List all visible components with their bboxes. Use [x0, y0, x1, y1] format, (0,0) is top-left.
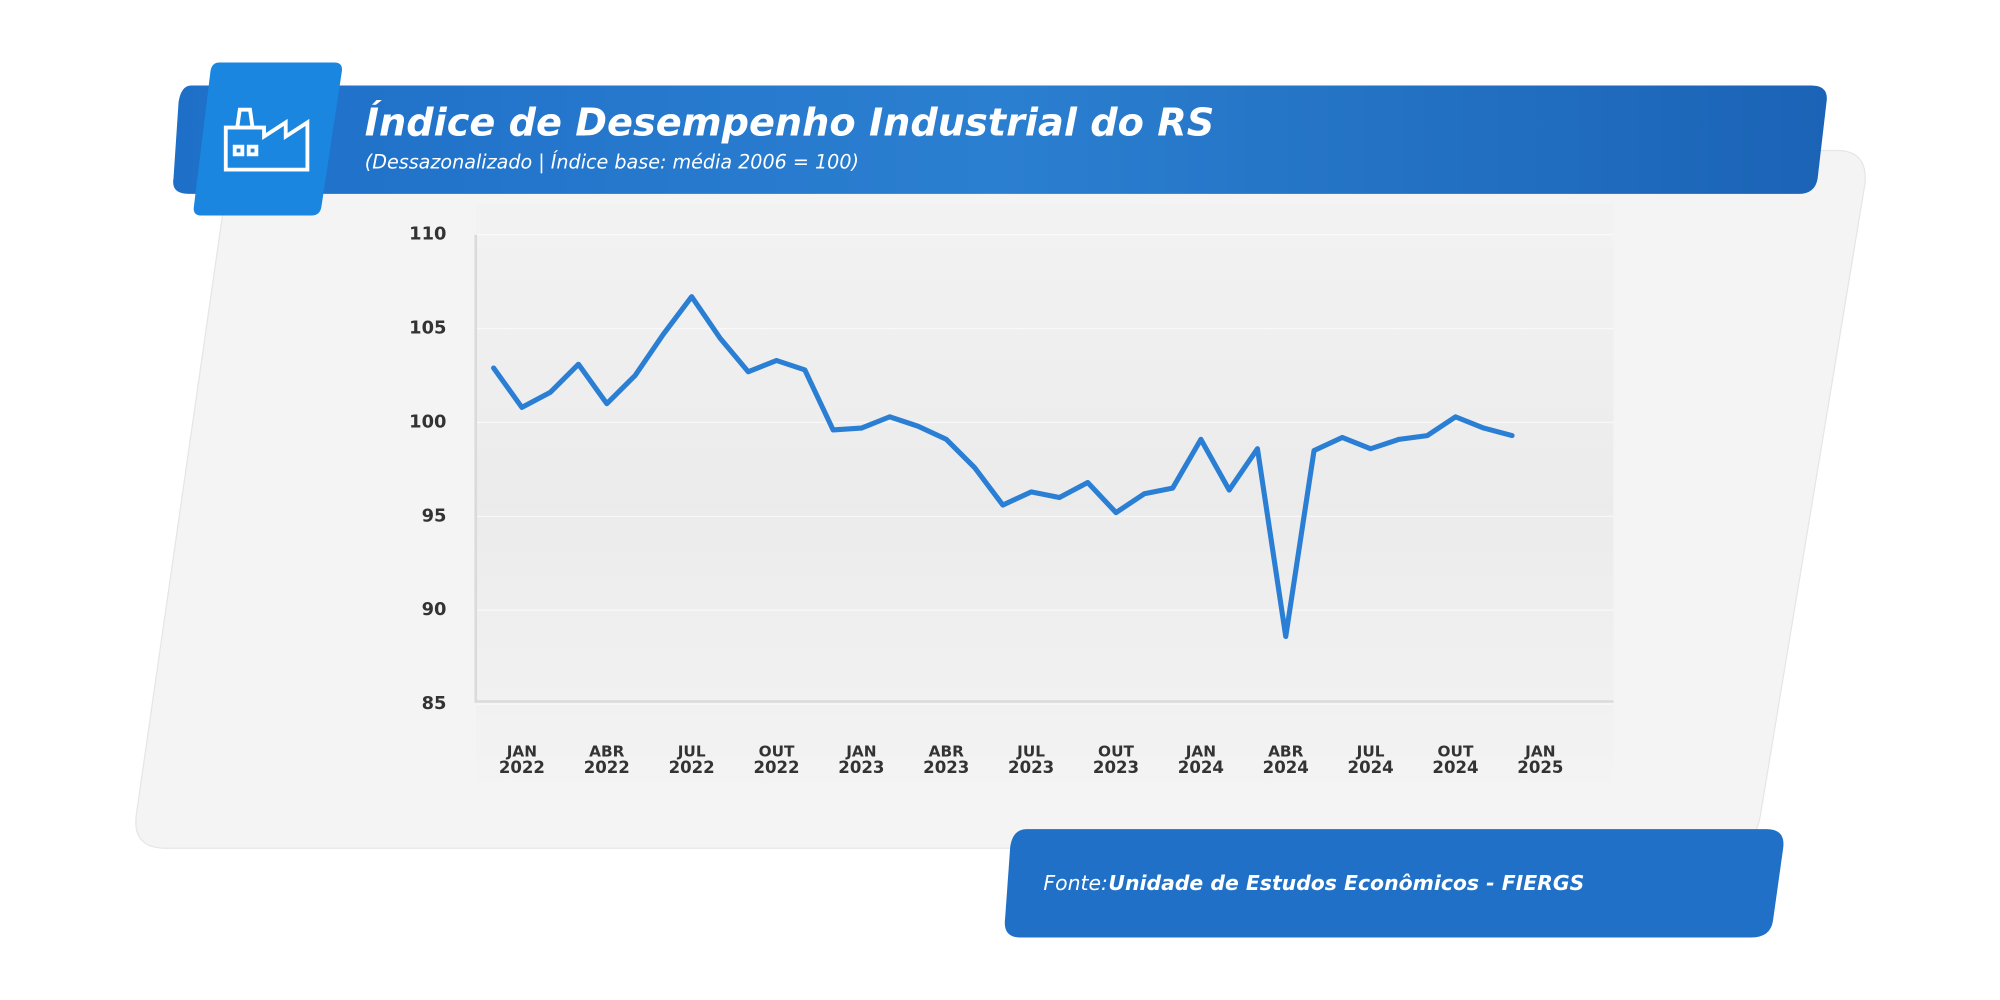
- x-tick-label: JAN 2024: [1178, 742, 1224, 777]
- header-banner: [173, 85, 1827, 194]
- source: Unidade de Estudos Econômicos - FIERGS: [1108, 871, 1584, 895]
- x-tick-label: OUT 2022: [753, 742, 799, 777]
- x-tick-label: OUT 2023: [1093, 742, 1139, 777]
- y-tick-label: 100: [409, 411, 446, 432]
- icon-box: [193, 62, 342, 216]
- y-tick-label: 95: [422, 505, 447, 526]
- x-tick-label: OUT 2024: [1432, 742, 1478, 777]
- x-tick-label: ABR 2023: [923, 742, 969, 777]
- y-tick-label: 85: [422, 693, 447, 714]
- y-tick-label: 90: [422, 599, 447, 620]
- source-box: [1004, 829, 1784, 938]
- title: Índice de Desempenho Industrial do RS: [365, 99, 1214, 146]
- x-tick-label: JUL 2023: [1008, 742, 1054, 777]
- x-tick-label: JAN 2025: [1517, 742, 1563, 777]
- subtitle: (Dessazonalizado | Índice base: média 20…: [365, 151, 859, 174]
- axis: [474, 234, 1614, 703]
- y-tick-label: 105: [409, 318, 446, 339]
- source-prefix: Fonte:: [1043, 871, 1108, 895]
- plot-area: [475, 204, 1614, 804]
- x-tick-label: JAN 2022: [499, 742, 545, 777]
- x-tick-label: ABR 2024: [1263, 742, 1309, 777]
- x-tick-label: JUL 2022: [669, 742, 715, 777]
- data-line: [491, 294, 1515, 640]
- y-tick-label: 110: [409, 224, 446, 245]
- factory-icon: [223, 107, 310, 172]
- x-tick-label: JAN 2023: [838, 742, 884, 777]
- x-tick-label: JUL 2024: [1348, 742, 1394, 777]
- x-tick-label: ABR 2022: [584, 742, 630, 777]
